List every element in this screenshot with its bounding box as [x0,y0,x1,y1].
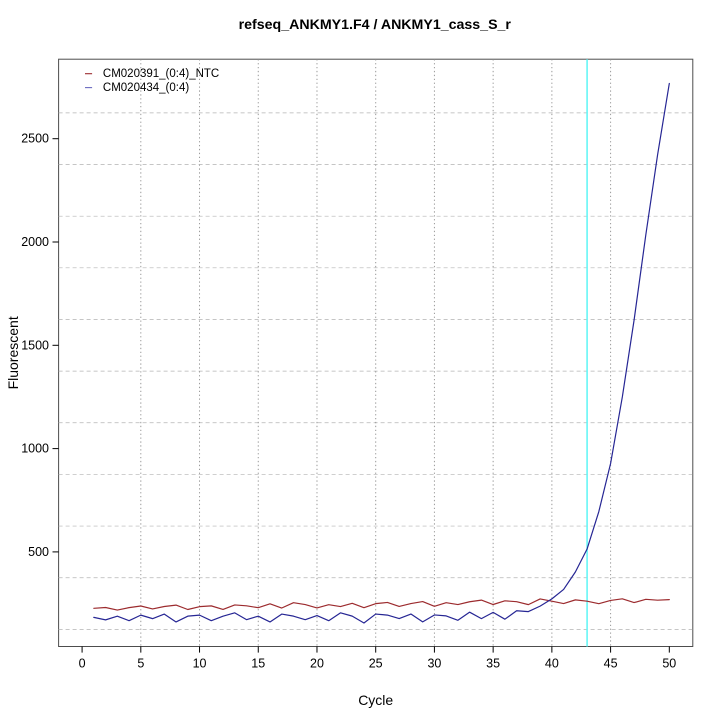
svg-text:10: 10 [193,657,207,671]
svg-text:CM020434_(0:4): CM020434_(0:4) [103,82,189,94]
svg-text:2000: 2000 [21,235,49,249]
svg-text:Cycle: Cycle [358,692,393,708]
svg-text:40: 40 [545,657,559,671]
svg-text:refseq_ANKMY1.F4 / ANKMY1_cass: refseq_ANKMY1.F4 / ANKMY1_cass_S_r [239,17,512,33]
svg-text:2500: 2500 [21,132,49,146]
svg-text:30: 30 [427,657,441,671]
svg-text:50: 50 [662,657,676,671]
svg-text:500: 500 [28,545,49,559]
svg-text:CM020391_(0:4)_NTC: CM020391_(0:4)_NTC [103,68,219,80]
svg-text:45: 45 [604,657,618,671]
svg-text:35: 35 [486,657,500,671]
svg-text:15: 15 [251,657,265,671]
svg-text:1000: 1000 [21,442,49,456]
svg-text:5: 5 [137,657,144,671]
svg-text:1500: 1500 [21,338,49,352]
svg-text:0: 0 [79,657,86,671]
svg-text:20: 20 [310,657,324,671]
svg-text:Fluorescent: Fluorescent [5,316,21,389]
svg-text:25: 25 [369,657,383,671]
